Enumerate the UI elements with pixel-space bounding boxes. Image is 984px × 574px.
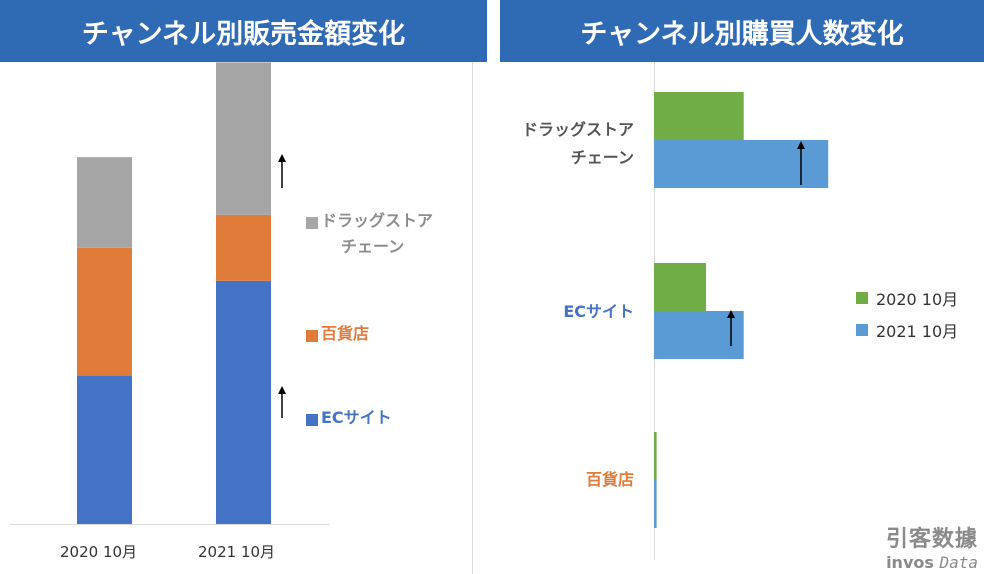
right-chart-title: チャンネル別購買人数変化 xyxy=(500,0,984,62)
legend-item-drugstore: ドラッグストア チェーン xyxy=(306,211,433,260)
legend-swatch xyxy=(306,217,318,229)
right-bar-chart xyxy=(654,62,829,560)
y-category-label: ECサイト xyxy=(563,302,634,321)
left-bar-chart xyxy=(10,62,330,525)
legend-swatch xyxy=(306,414,318,426)
bar-segment xyxy=(77,157,132,248)
legend-label: 2021 10月 xyxy=(876,322,959,341)
legend-label: 百貨店 xyxy=(321,324,370,343)
left-chart-title: チャンネル別販売金額変化 xyxy=(0,0,487,62)
increase-arrow-icon xyxy=(278,154,286,188)
bar xyxy=(654,480,657,528)
bar-segment xyxy=(77,375,132,524)
legend-item-2020: 2020 10月 xyxy=(856,286,958,310)
bar-segment xyxy=(216,214,271,281)
legend-label: ドラッグストア xyxy=(321,211,434,230)
watermark-brand: invos xyxy=(886,553,934,572)
bar xyxy=(654,432,657,480)
bar-segment xyxy=(216,280,271,524)
legend-item-ec-site: ECサイト xyxy=(306,408,392,431)
y-category-label: ドラッグストア チェーン xyxy=(521,120,634,167)
legend-item-department-store: 百貨店 xyxy=(306,324,369,347)
increase-arrow-icon xyxy=(797,141,805,185)
legend-label: ECサイト xyxy=(321,408,392,427)
legend-swatch xyxy=(306,330,318,342)
legend-label: 2020 10月 xyxy=(876,290,959,309)
left-plot-frame xyxy=(0,62,473,574)
panel-gap xyxy=(487,0,500,574)
legend-label: チェーン xyxy=(341,237,405,256)
x-tick-label: 2020 10月 xyxy=(60,543,138,561)
increase-arrow-icon xyxy=(727,310,735,346)
legend-swatch xyxy=(856,292,868,304)
bar-segment xyxy=(77,247,132,376)
left-chart-panel: チャンネル別販売金額変化 2020 10月 2021 10月 ドラッグストア チ… xyxy=(0,0,487,574)
bar xyxy=(654,92,744,140)
legend-swatch xyxy=(856,324,868,336)
watermark-main-text: 引客数據 xyxy=(885,527,978,552)
bar xyxy=(654,263,706,311)
y-category-label: 百貨店 xyxy=(585,470,634,489)
watermark-suffix: Data xyxy=(939,553,978,572)
watermark-logo: 引客数據 invos Data xyxy=(886,521,978,572)
increase-arrow-icon xyxy=(278,386,286,418)
legend-item-2021: 2021 10月 xyxy=(856,318,958,342)
bar-segment xyxy=(216,62,271,215)
bar xyxy=(654,311,744,359)
x-tick-label: 2021 10月 xyxy=(198,543,276,561)
right-chart-panel: チャンネル別購買人数変化 ドラッグストア チェーン ECサイト 百貨店 2020… xyxy=(500,0,984,574)
